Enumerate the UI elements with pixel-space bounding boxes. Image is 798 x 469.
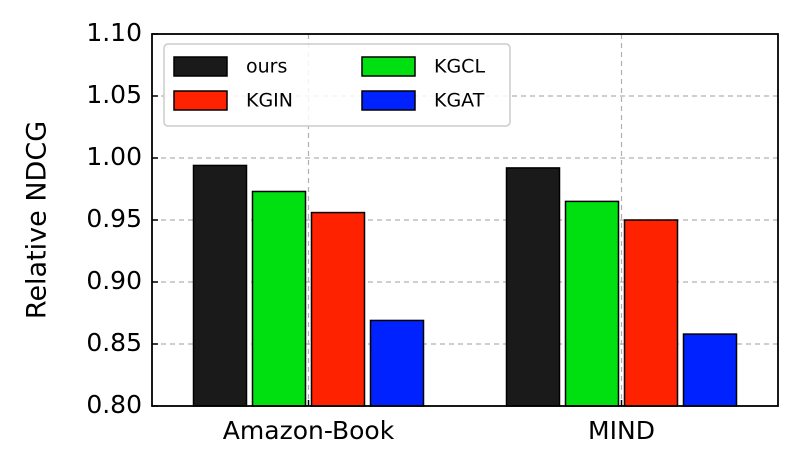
bar: [251, 190, 307, 407]
legend-swatch: [361, 56, 416, 77]
y-axis-label: Relative NDCG: [22, 121, 53, 319]
legend-swatch: [361, 90, 416, 111]
bar: [564, 200, 620, 407]
legend-label: KGAT: [434, 90, 485, 112]
x-tick-label: Amazon-Book: [223, 416, 395, 445]
bar: [369, 319, 425, 407]
legend: ours KGCL KGIN KGAT: [163, 43, 511, 127]
y-tick-label: 1.10: [86, 18, 142, 47]
y-tick-label: 0.80: [86, 390, 142, 419]
bar: [192, 164, 248, 407]
y-tick-label: 1.05: [86, 80, 142, 109]
bar: [682, 333, 738, 407]
legend-frame: [163, 43, 511, 127]
plot-frame: [151, 33, 779, 407]
bar: [310, 211, 366, 407]
bar: [505, 167, 561, 407]
y-tick-label: 0.85: [86, 328, 142, 357]
legend-swatch: [173, 56, 228, 77]
legend-label: ours: [246, 56, 287, 78]
y-tick-label: 0.95: [86, 204, 142, 233]
legend-label: KGCL: [434, 56, 485, 78]
x-tick-label: MIND: [588, 416, 655, 445]
y-tick-label: 1.00: [86, 142, 142, 171]
legend-swatch: [173, 90, 228, 111]
legend-label: KGIN: [246, 90, 293, 112]
y-tick-label: 0.90: [86, 266, 142, 295]
bar: [623, 219, 679, 407]
